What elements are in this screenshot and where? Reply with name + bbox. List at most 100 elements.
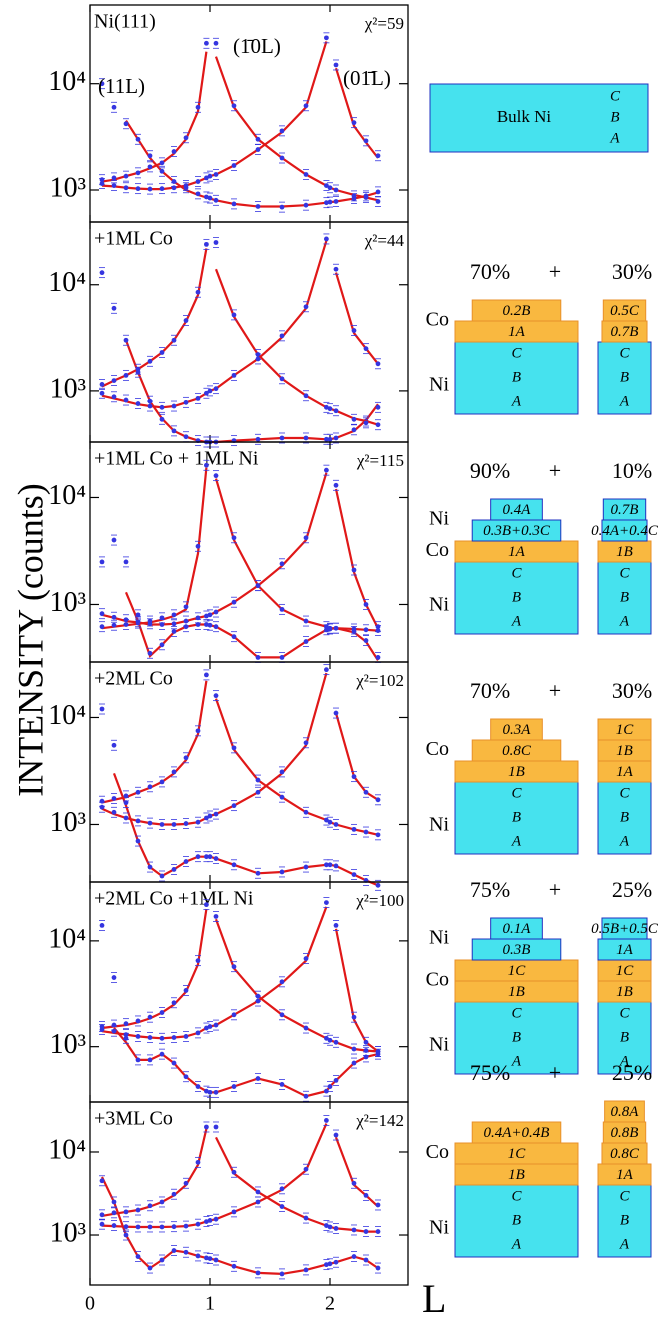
fraction: 70% bbox=[470, 678, 510, 703]
data-point bbox=[123, 1032, 129, 1038]
data-point bbox=[279, 1271, 285, 1277]
layer-label: 1A bbox=[616, 942, 634, 958]
data-point bbox=[171, 1248, 177, 1253]
layer-label: B bbox=[620, 369, 629, 385]
data-point bbox=[255, 1189, 261, 1195]
data-point bbox=[363, 346, 369, 352]
data-point bbox=[333, 266, 339, 272]
data-point bbox=[231, 964, 237, 970]
data-point bbox=[375, 361, 381, 367]
layer-label: C bbox=[619, 1005, 630, 1021]
data-point bbox=[135, 401, 141, 406]
layer-label: C bbox=[511, 565, 522, 581]
side-label: Co bbox=[426, 738, 449, 760]
layer-label: B bbox=[512, 1212, 521, 1228]
layer-label: A bbox=[619, 393, 630, 409]
data-point bbox=[351, 774, 357, 780]
data-point bbox=[231, 1012, 237, 1018]
layer-label: A bbox=[609, 130, 620, 146]
data-point bbox=[99, 624, 105, 630]
data-point bbox=[279, 655, 285, 660]
data-point bbox=[195, 1159, 201, 1165]
fraction: 90% bbox=[470, 458, 510, 483]
layer-label: A bbox=[511, 1236, 522, 1252]
fraction: 75% bbox=[470, 1060, 510, 1085]
data-point bbox=[255, 1076, 261, 1081]
data-point bbox=[375, 1229, 381, 1234]
y-tick-label: 10³ bbox=[50, 1217, 86, 1248]
data-point bbox=[195, 1221, 201, 1227]
data-point bbox=[204, 40, 209, 46]
data-point bbox=[195, 1084, 201, 1089]
data-point bbox=[333, 1039, 339, 1045]
data-point bbox=[123, 173, 129, 179]
data-point bbox=[123, 815, 129, 821]
data-point bbox=[99, 923, 105, 928]
data-point bbox=[207, 1217, 213, 1223]
data-point bbox=[171, 1060, 177, 1066]
data-point bbox=[333, 1226, 339, 1231]
layer-label: 0.4A+0.4C bbox=[591, 523, 659, 539]
side-label: Co bbox=[426, 969, 449, 991]
data-point bbox=[255, 583, 261, 589]
data-point bbox=[279, 979, 285, 985]
co-layer bbox=[471, 1121, 562, 1144]
data-point bbox=[147, 820, 153, 826]
data-point bbox=[351, 1254, 357, 1259]
data-point bbox=[171, 1224, 177, 1230]
data-point bbox=[363, 1192, 369, 1198]
data-point bbox=[195, 395, 201, 401]
data-point bbox=[303, 1093, 309, 1099]
data-point bbox=[111, 614, 117, 620]
data-point bbox=[147, 1224, 153, 1230]
data-point bbox=[135, 1207, 141, 1213]
data-point bbox=[135, 170, 141, 176]
data-point bbox=[324, 862, 329, 868]
layer-label: A bbox=[619, 1053, 630, 1069]
side-label: Ni bbox=[429, 1217, 449, 1239]
data-point bbox=[99, 804, 105, 810]
data-point bbox=[147, 1057, 153, 1063]
data-point bbox=[183, 1074, 189, 1080]
layer-label: 0.3A bbox=[503, 722, 532, 738]
data-point bbox=[279, 204, 285, 210]
data-point bbox=[111, 305, 117, 311]
layer-label: 0.7B bbox=[611, 502, 639, 518]
data-point bbox=[195, 819, 201, 825]
data-point bbox=[204, 672, 209, 678]
layer-label: C bbox=[619, 345, 630, 361]
data-point bbox=[255, 352, 261, 357]
data-point bbox=[147, 186, 153, 192]
data-point bbox=[183, 821, 189, 826]
data-point bbox=[363, 602, 369, 607]
layer-label: C bbox=[610, 88, 621, 104]
data-point bbox=[123, 1232, 129, 1238]
data-point bbox=[375, 1265, 381, 1271]
layer-label: C bbox=[619, 565, 630, 581]
substrate bbox=[597, 1001, 652, 1075]
data-point bbox=[324, 183, 329, 189]
data-point bbox=[279, 1186, 285, 1192]
data-point bbox=[327, 1224, 333, 1230]
data-point bbox=[135, 1254, 141, 1259]
layer-label: B bbox=[620, 809, 629, 825]
layer-label: A bbox=[511, 393, 522, 409]
data-point bbox=[363, 1048, 369, 1053]
data-point bbox=[111, 1210, 117, 1216]
data-point bbox=[135, 1057, 141, 1063]
data-point bbox=[231, 372, 237, 378]
layer-label: 0.1A bbox=[503, 921, 532, 937]
data-point bbox=[207, 195, 213, 201]
data-point bbox=[351, 193, 357, 199]
layer-label: 0.5B+0.5C bbox=[591, 921, 659, 937]
layer-label: 0.4A+0.4B bbox=[484, 1125, 550, 1141]
layer-label: C bbox=[511, 1005, 522, 1021]
data-point bbox=[303, 639, 309, 644]
data-point bbox=[375, 153, 381, 159]
layer-label: B bbox=[512, 369, 521, 385]
data-point bbox=[204, 1025, 209, 1031]
data-point bbox=[375, 1049, 381, 1054]
data-point bbox=[183, 135, 189, 141]
data-point bbox=[231, 1084, 237, 1089]
substrate bbox=[454, 781, 579, 855]
